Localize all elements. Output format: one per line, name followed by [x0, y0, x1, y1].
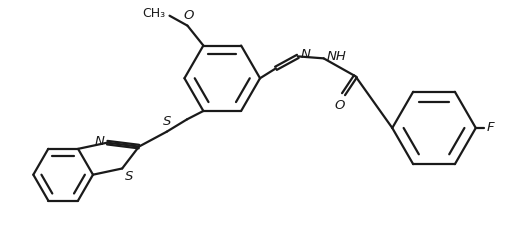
Text: S: S — [125, 171, 134, 183]
Text: N: N — [94, 135, 104, 148]
Text: F: F — [487, 122, 494, 134]
Text: NH: NH — [326, 50, 347, 63]
Text: N: N — [301, 48, 311, 61]
Text: O: O — [183, 9, 193, 22]
Text: O: O — [334, 99, 344, 112]
Text: CH₃: CH₃ — [143, 7, 165, 20]
Text: S: S — [163, 115, 171, 128]
